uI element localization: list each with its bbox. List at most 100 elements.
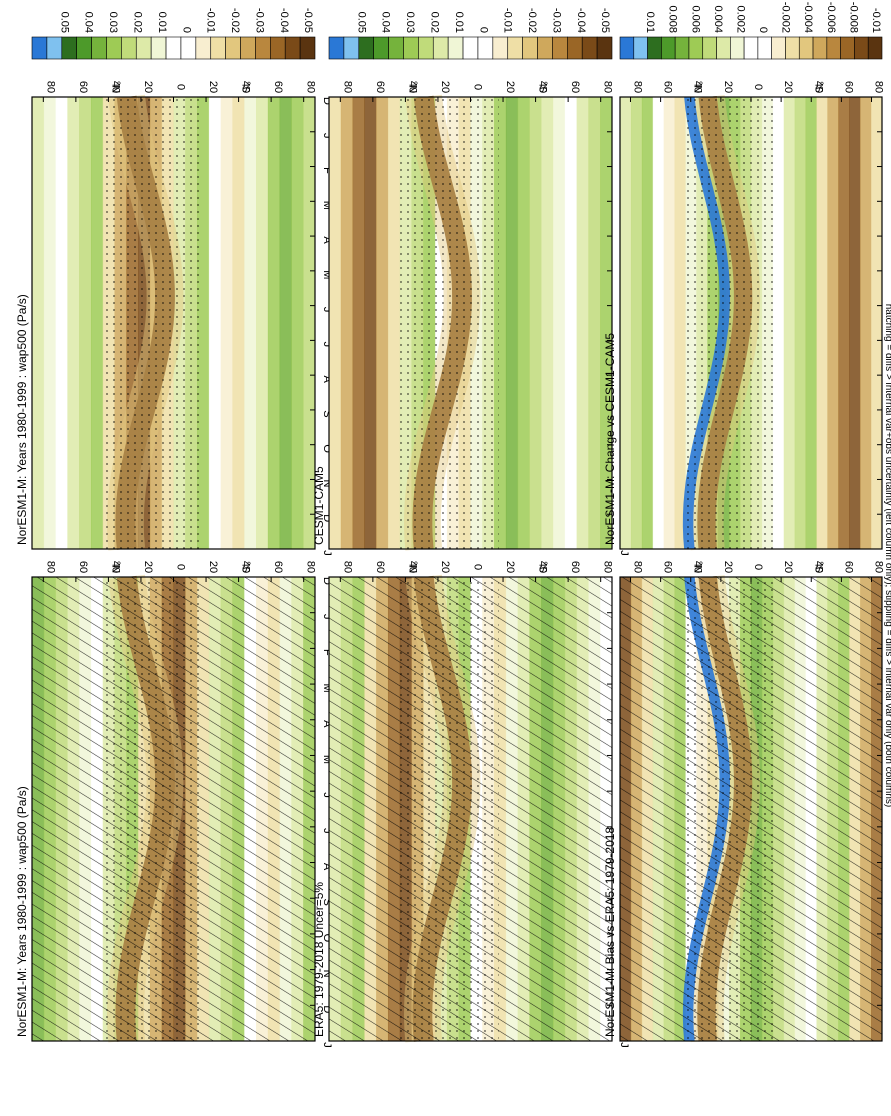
colorbar-label: -0.05 [599, 8, 611, 33]
month-label: N [888, 479, 891, 487]
lat-label: 60 [374, 561, 386, 573]
panel-title: NorESM1-M: Bias vs ERA5: 1979-2018 [603, 827, 617, 1037]
month-label: M [888, 683, 891, 692]
band [244, 97, 257, 549]
colorbar-swatch [358, 36, 374, 60]
band [630, 97, 643, 549]
colorbar-swatch [552, 36, 568, 60]
colorbar-swatch [403, 36, 419, 60]
panel-3: D J F M A M J J A S O N D J 80 60 40 20 0 20 40 60 80 °N °S CESM1… [312, 8, 630, 556]
month-label: A [321, 375, 333, 383]
colorbar-swatch [165, 36, 182, 60]
lat-label: 80 [631, 81, 643, 93]
lat-label: 20 [439, 561, 451, 573]
band [352, 97, 365, 549]
band [43, 97, 57, 549]
colorbar-swatch [757, 36, 772, 60]
panel-2: D J F M A M J J A S O N D J 80 60 40 20 0 20 40 60 80 °N °S ERA5:… [312, 488, 630, 1048]
month-label: J [888, 1042, 891, 1048]
month-label: J [888, 307, 891, 313]
band [553, 97, 566, 549]
month-label: O [888, 934, 891, 943]
lat-label: 20 [504, 81, 516, 93]
colorbar-swatch [854, 36, 869, 60]
stippling [685, 577, 778, 1041]
month-label: D [321, 577, 333, 585]
colorbar-label: 0.05 [58, 12, 70, 33]
band [32, 97, 45, 549]
colorbar-swatch [210, 36, 226, 60]
colorbar-swatch [688, 36, 704, 60]
colorbar-label: 0.01 [156, 12, 168, 33]
month-label: J [888, 828, 891, 834]
month-label: S [321, 899, 333, 906]
colorbar-swatch [121, 36, 137, 60]
month-label: D [888, 97, 891, 105]
colorbar-label: -0.006 [825, 2, 837, 33]
lat-hemi-n: °N [406, 561, 418, 573]
colorbar-swatch [150, 36, 167, 60]
band [600, 97, 613, 549]
stippling [399, 577, 499, 1041]
month-label: A [888, 720, 891, 728]
colorbar-swatch [418, 36, 434, 60]
panel-0: D J F M A M J J A S O N D J 80 60 40 20 0 20 40 60 80 °N °S NorES… [15, 488, 333, 1048]
month-label: J [618, 550, 630, 556]
band [279, 97, 292, 549]
colorbar-label: -0.02 [229, 8, 241, 33]
band [652, 97, 665, 549]
band [871, 97, 883, 549]
colorbar-swatch [477, 36, 494, 60]
lat-label: 80 [44, 81, 56, 93]
month-label: F [321, 167, 333, 174]
month-label: J [321, 792, 333, 798]
month-label: M [888, 270, 891, 279]
month-label: A [321, 236, 333, 244]
colorbar-label: 0.04 [83, 12, 95, 33]
month-label: D [888, 514, 891, 522]
stippling [102, 577, 202, 1041]
colorbar-swatch [596, 36, 613, 60]
month-label: S [321, 410, 333, 417]
band [340, 97, 354, 549]
stippling [102, 97, 202, 549]
band [620, 97, 632, 549]
colorbar-label: 0.002 [734, 5, 746, 33]
colorbar-swatch [255, 36, 271, 60]
colorbar-swatch [106, 36, 122, 60]
colorbar-swatch [507, 36, 523, 60]
colorbar-label: 0.03 [404, 12, 416, 33]
month-label: J [888, 342, 891, 348]
colorbar-swatch [716, 36, 731, 60]
month-label: D [321, 514, 333, 522]
lat-label: 0 [472, 564, 484, 570]
colorbar-swatch [432, 36, 449, 60]
lat-label: 20 [142, 81, 154, 93]
colorbar-label: 0 [180, 27, 192, 33]
band [564, 97, 578, 549]
lat-label: 20 [504, 561, 516, 573]
colorbar-swatch [135, 36, 152, 60]
colorbar-swatch [867, 36, 883, 60]
lat-label: 80 [44, 561, 56, 573]
month-label: M [888, 201, 891, 210]
month-label: N [888, 970, 891, 978]
colorbar-swatch [91, 36, 107, 60]
lat-hemi-s: °S [240, 81, 252, 93]
month-label: J [888, 550, 891, 556]
lat-label: 40 [109, 81, 121, 93]
lat-label: 0 [752, 564, 764, 570]
lat-hemi-s: °S [537, 81, 549, 93]
colorbar-label: -0.04 [575, 8, 587, 33]
month-label: J [888, 133, 891, 139]
colorbar-label: 0 [477, 27, 489, 33]
lat-label: 20 [782, 81, 794, 93]
lat-label: 60 [272, 561, 284, 573]
colorbar-label: 0.008 [667, 5, 679, 33]
month-label: J [321, 1042, 333, 1048]
colorbar-label: -0.01 [870, 8, 882, 33]
colorbar-label: -0.01 [502, 8, 514, 33]
lat-label: 20 [207, 561, 219, 573]
lat-label: 0 [175, 84, 187, 90]
